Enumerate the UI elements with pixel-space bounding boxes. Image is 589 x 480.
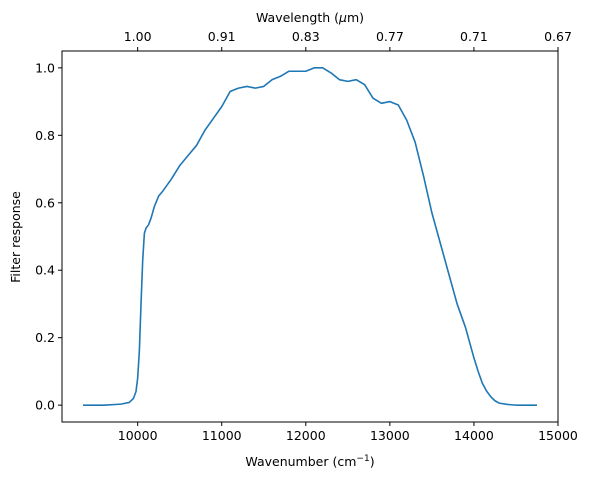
series-line-0 [83,67,537,406]
left-y-ticks: 0.0 0.2 0.4 0.6 0.8 1.0 [35,60,62,413]
top-axis-label: Wavelength (μm) [256,10,364,25]
top-tick-label: 0.67 [544,29,572,44]
y-tick-label: 1.0 [35,60,55,75]
y-tick-label: 0.8 [35,128,55,143]
top-x-ticks: 1.00 0.91 0.83 0.77 0.71 0.67 [124,29,572,51]
y-axis-label: Filter response [8,191,23,283]
x-tick-label: 10000 [118,428,158,443]
x-tick-label: 15000 [538,428,578,443]
y-tick-label: 0.0 [35,398,55,413]
top-tick-label: 0.77 [376,29,404,44]
x-tick-label: 13000 [370,428,410,443]
top-tick-label: 0.71 [460,29,488,44]
x-axis-label: Wavenumber (cm−1) [245,454,374,469]
top-tick-label: 1.00 [124,29,152,44]
x-tick-label: 12000 [286,428,326,443]
y-tick-label: 0.2 [35,330,55,345]
x-tick-label: 14000 [454,428,494,443]
x-tick-label: 11000 [202,428,242,443]
y-tick-label: 0.6 [35,195,55,210]
bottom-x-ticks: 10000 11000 12000 13000 14000 15000 [118,422,578,443]
top-tick-label: 0.83 [292,29,320,44]
y-tick-label: 0.4 [35,263,55,278]
series-layer [83,67,537,406]
plot-frame [61,50,559,423]
top-tick-label: 0.91 [208,29,236,44]
